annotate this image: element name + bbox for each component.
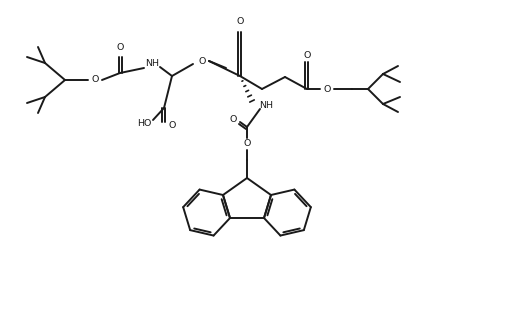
Text: NH: NH — [259, 101, 273, 110]
Text: O: O — [92, 75, 99, 85]
Text: O: O — [244, 140, 251, 148]
Text: HO: HO — [137, 119, 151, 128]
Text: O: O — [168, 122, 176, 131]
Text: O: O — [304, 51, 311, 60]
Text: NH: NH — [145, 60, 159, 68]
Text: O: O — [236, 17, 244, 27]
Text: O: O — [323, 85, 331, 94]
Text: O: O — [116, 42, 124, 52]
Text: O: O — [229, 115, 237, 124]
Text: O: O — [198, 56, 206, 65]
